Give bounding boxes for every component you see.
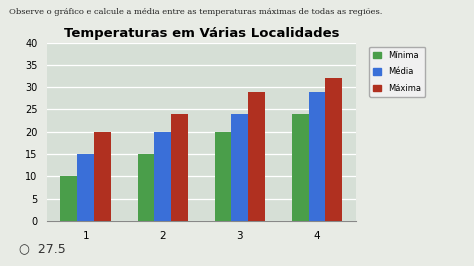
Bar xyxy=(137,154,155,221)
Text: ○  27.5: ○ 27.5 xyxy=(19,242,66,255)
Bar xyxy=(172,114,188,221)
Bar xyxy=(77,154,94,221)
Bar xyxy=(94,132,111,221)
Bar xyxy=(309,92,326,221)
Bar xyxy=(155,132,172,221)
Bar xyxy=(215,132,231,221)
Bar xyxy=(231,114,248,221)
Title: Temperaturas em Várias Localidades: Temperaturas em Várias Localidades xyxy=(64,27,339,40)
Bar xyxy=(326,78,342,221)
Bar xyxy=(248,92,265,221)
Bar xyxy=(292,114,309,221)
Legend: Mínima, Média, Máxima: Mínima, Média, Máxima xyxy=(369,47,425,97)
Bar xyxy=(61,176,77,221)
Text: Observe o gráfico e calcule a média entre as temperaturas máximas de todas as re: Observe o gráfico e calcule a média entr… xyxy=(9,8,383,16)
